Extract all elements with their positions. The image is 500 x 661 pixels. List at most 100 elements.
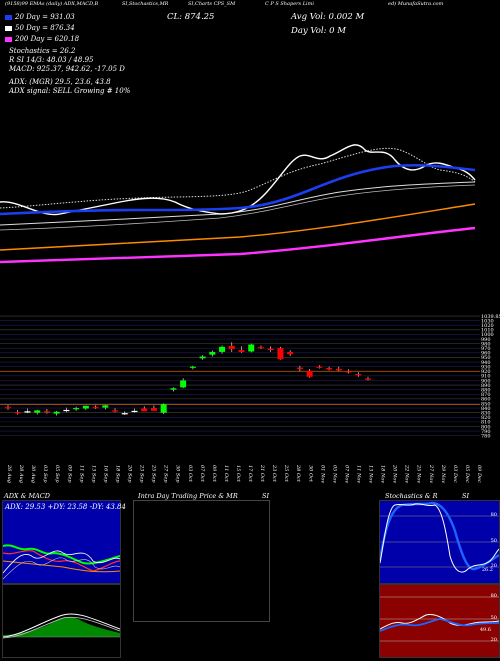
candle-body — [335, 368, 342, 371]
date-axis-label: 29 Nov — [440, 464, 446, 483]
stoch-d-line — [380, 501, 499, 571]
header-title-4: C P S Shapers Limi — [265, 1, 314, 7]
candle-body — [355, 374, 362, 376]
candle-body — [102, 405, 109, 408]
candle-body — [228, 345, 235, 350]
date-axis-label: 11 Sep — [78, 465, 84, 483]
date-axis-label: 13 Sep — [90, 465, 96, 483]
date-axis-label: 15 Oct — [235, 465, 241, 483]
date-axis-label: 11 Oct — [223, 465, 229, 483]
candle-body — [345, 371, 352, 373]
header-title-5: ed) MunafaSutra.com — [388, 1, 444, 7]
candle-body — [267, 348, 274, 351]
ema-chart — [0, 144, 476, 264]
candle-body — [180, 380, 187, 388]
date-axis-label: 16 Sep — [102, 465, 108, 483]
price-axis-label: 870 — [481, 392, 491, 398]
legend-macd: MACD: 925.37, 942.62, -17.05 D — [9, 65, 125, 73]
legend-rsi: R SI 14/3: 48.03 / 48.95 — [9, 56, 94, 64]
header-title-3: SI,Charts CPS_SM — [188, 1, 236, 7]
stoch-axis-20: 20 — [490, 563, 497, 569]
date-axis-label: 09 Oct — [211, 465, 217, 483]
date-axis-label: 20 Nov — [392, 464, 398, 483]
candle-body — [14, 412, 21, 414]
candle-body — [73, 408, 80, 410]
ema20-swatch — [5, 14, 12, 20]
date-axis-label: 05 Nov — [331, 465, 337, 483]
price-axis-label: 1030 — [481, 318, 494, 324]
price-axis-label: 890 — [481, 383, 491, 389]
price-axis-label: 1020 — [481, 323, 494, 329]
ema100-line — [0, 203, 476, 251]
header-title-1: (9158)99 EMAs (daily) ADX,MACD,B — [5, 1, 99, 7]
price-axis-label: 910 — [481, 374, 491, 380]
date-axis-label: 07 Oct — [199, 465, 205, 483]
candle-body — [257, 347, 264, 349]
price-axis-label: 970 — [481, 346, 491, 352]
date-axis-label: 09 Sep — [66, 465, 72, 483]
header-title-2: SI,Stochastics,MR — [122, 1, 169, 7]
date-axis-label: 03 Oct — [187, 465, 193, 483]
stoch-panel-title: Stochastics & R — [385, 492, 438, 500]
candle-body — [209, 351, 216, 355]
candle-body — [24, 411, 31, 413]
candle-body — [189, 366, 196, 368]
date-axis-label: 03 Sep — [42, 465, 48, 483]
ema-line-white-upper — [0, 181, 476, 226]
price-axis-label: 1039.85 — [481, 314, 500, 320]
date-axis: 26 Aug 28 Aug 30 Aug 03 Sep 05 Sep 09 Sep 11 S… — [6, 464, 482, 483]
date-axis-label: 28 Oct — [295, 464, 301, 483]
candle-body — [316, 366, 323, 368]
adx-line — [3, 560, 120, 573]
ema20-label: 20 Day = 931.03 — [15, 13, 75, 21]
date-axis-label: 27 Sep — [163, 464, 169, 483]
date-axis-label: 23 Sep — [139, 464, 145, 483]
macd-signal-line — [2, 616, 121, 639]
price-axis-label: 940 — [481, 360, 491, 366]
candle-body — [92, 407, 99, 409]
price-axis-label: 1000 — [481, 332, 494, 338]
stoch-panel: 80 50 20 26.2 — [379, 500, 500, 584]
date-axis-label: 18 Nov — [380, 465, 386, 483]
price-axis-label: 990 — [481, 337, 491, 343]
price-axis-label: 850 — [481, 401, 491, 407]
legend-ema50: 50 Day = 876.34 — [5, 24, 75, 32]
date-axis-label: 25 Oct — [283, 464, 289, 483]
candle-body — [141, 408, 148, 412]
legend-ema200: 200 Day = 620.18 — [5, 35, 79, 43]
date-axis-label: 17 Oct — [247, 465, 253, 483]
price-grid — [0, 315, 480, 436]
price-axis-label: 900 — [481, 378, 491, 384]
date-axis-label: 30 Oct — [307, 465, 313, 483]
price-axis-label: 800 — [481, 424, 491, 430]
legend-stoch: Stochastics = 26.2 — [9, 47, 76, 55]
legend-ema20: 20 Day = 931.03 — [5, 13, 75, 21]
adx-panel-title: ADX & MACD — [4, 492, 50, 500]
macd-histogram — [3, 617, 120, 637]
candle-body — [34, 410, 41, 413]
mrsi-line-white — [380, 614, 499, 630]
close-price: CL: 874.25 — [167, 12, 215, 22]
ema50-label: 50 Day = 876.34 — [15, 24, 75, 32]
mrsi-axis-80: 80 — [490, 593, 497, 599]
date-axis-label: 30 Sep — [175, 465, 181, 483]
stoch-k-line — [380, 503, 499, 573]
candle-body — [326, 368, 333, 370]
price-axis-label: 860 — [481, 397, 491, 403]
stoch-panel-si: SI — [462, 492, 470, 500]
macd-line — [2, 613, 121, 638]
candle-body — [131, 410, 138, 413]
candle-body — [121, 413, 128, 415]
price-axis-label: 880 — [481, 387, 491, 393]
stoch-axis-80: 80 — [490, 512, 497, 518]
candles-group — [5, 342, 371, 416]
date-axis-label: 26 Aug — [6, 464, 12, 483]
price-axis-label: 820 — [481, 415, 491, 421]
candle-body — [112, 410, 119, 412]
price-axis-label: 840 — [481, 406, 491, 412]
candle-body — [82, 405, 89, 409]
candle-body — [43, 411, 50, 413]
candle-body — [306, 370, 313, 377]
candle-body — [63, 409, 70, 412]
ema200-swatch — [5, 36, 12, 42]
